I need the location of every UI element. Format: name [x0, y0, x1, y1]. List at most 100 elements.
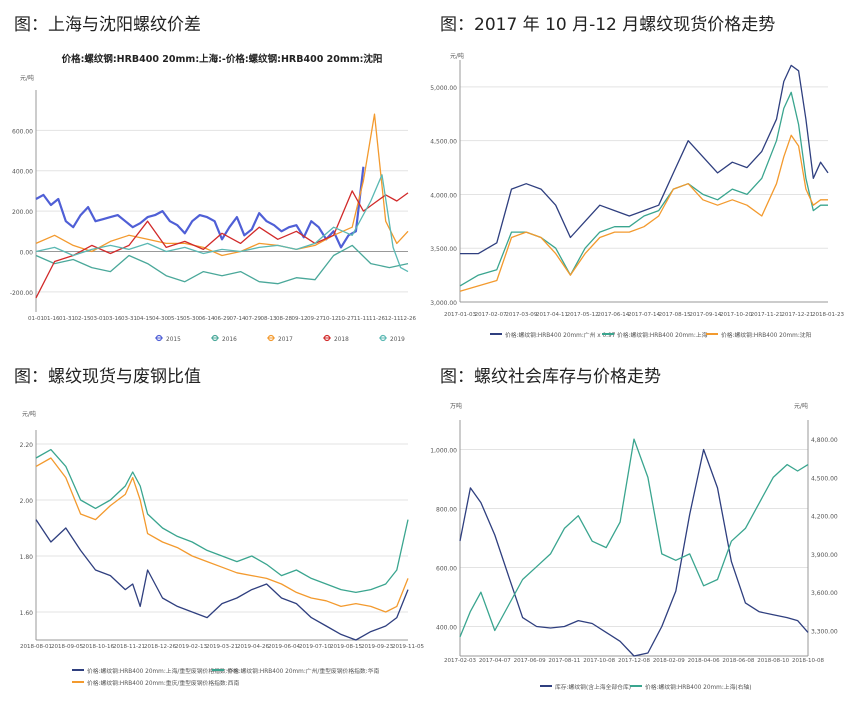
panel4-legend-label: 库存:螺纹钢(含上海全部仓库) — [555, 683, 631, 691]
panel1-chart-title: 价格:螺纹钢:HRB400 20mm:上海:-价格:螺纹钢:HRB400 20m… — [62, 53, 383, 65]
panel3-legend-label: 价格:螺纹钢:HRB400 20mm:重庆/重型废钢价格指数:西南 — [87, 679, 239, 687]
panel4-xtick-label: 2018-04-06 — [688, 658, 720, 664]
panel1-xtick-label: 09-12 — [292, 316, 308, 322]
panel3-unit-label: 元/吨 — [22, 410, 36, 418]
panel1-xtick-label: 05-15 — [168, 316, 184, 322]
panel1-ytick-label: 600.00 — [12, 128, 33, 135]
panel1-xtick-label: 03-31 — [121, 316, 137, 322]
panel2-xtick-label: 2017-03-09 — [505, 312, 537, 318]
panel1-xtick-label: 01-31 — [59, 316, 75, 322]
panel1-xtick-label: 03-16 — [106, 316, 122, 322]
panel4-xtick-label: 2018-10-08 — [792, 658, 824, 664]
panel4-xtick-label: 2017-08-11 — [548, 658, 580, 664]
panel4-xtick-label: 2017-12-08 — [618, 658, 650, 664]
panel2-ytick-label: 4,500.00 — [430, 139, 457, 146]
panel1-xtick-label: 12-11 — [385, 316, 401, 322]
panel4-xtick-label: 2017-10-08 — [583, 658, 615, 664]
panel1-ytick-label: 400.00 — [12, 169, 33, 176]
panel4-xtick-label: 2018-06-08 — [722, 658, 754, 664]
panel1-xtick-label: 12-26 — [400, 316, 416, 322]
panel4-unit-label-right: 元/吨 — [794, 402, 808, 410]
panel4-xtick-label: 2018-08-10 — [757, 658, 789, 664]
panel3-series-line-3 — [35, 457, 409, 613]
panel3-xtick-label: 2018-08-01 — [20, 644, 52, 650]
panel1-ytick-label: 200.00 — [12, 209, 33, 216]
panel4-xtick-label: 2017-06-09 — [514, 658, 546, 664]
heading-panel-2: 图：2017 年 10 月-12 月螺纹现货价格走势 — [440, 15, 776, 35]
panel3-xtick-label: 2019-03-21 — [206, 644, 238, 650]
panel1-xtick-label: 08-28 — [276, 316, 292, 322]
panel1-xtick-label: 04-15 — [137, 316, 153, 322]
panel2-xtick-label: 2017-07-14 — [628, 312, 660, 318]
heading-panel-3: 图：螺纹现货与废钢比值 — [14, 367, 201, 387]
panel2-legend-label: 价格:螺纹钢:HRB400 20mm:广州 x 0.97 — [505, 331, 616, 339]
panel1-legend-label: 2016 — [222, 337, 237, 343]
panel2-series-line-3 — [459, 134, 828, 292]
panel1-xtick-label: 08-13 — [261, 316, 277, 322]
panel2-ytick-label: 3,000.00 — [430, 300, 457, 307]
panel2-legend-label: 价格:螺纹钢:HRB400 20mm:上海 — [617, 331, 708, 339]
panel3-xtick-label: 2019-09-23 — [361, 644, 393, 650]
panel4-ytick-label-right: 3,300.00 — [811, 628, 838, 635]
panel1-xtick-label: 05-30 — [183, 316, 199, 322]
panel3-xtick-label: 2019-06-04 — [268, 644, 300, 650]
panel4-series-line-2 — [459, 438, 809, 638]
panel2-xtick-label: 2017-11-21 — [751, 312, 783, 318]
panel3-xtick-label: 2018-09-05 — [51, 644, 83, 650]
panel4-series-line-1 — [459, 448, 809, 657]
panel4-legend-label: 价格:螺纹钢:HRB400 20mm:上海(右轴) — [645, 683, 752, 691]
panel3-legend-label: 价格:螺纹钢:HRB400 20mm:上海/重型废钢价格指数:华东 — [87, 667, 239, 675]
panel2-unit-label: 元/吨 — [450, 52, 464, 60]
panel1-xtick-label: 07-29 — [245, 316, 261, 322]
panel1-xtick-label: 04-30 — [152, 316, 168, 322]
panel1-xtick-label: 03-01 — [90, 316, 106, 322]
panel4-ytick-label-right: 4,200.00 — [811, 514, 838, 521]
panel2-xtick-label: 2017-08-15 — [659, 312, 691, 318]
panel1-xtick-label: 10-27 — [338, 316, 354, 322]
panel1-xtick-label: 10-12 — [323, 316, 339, 322]
heading-panel-1: 图：上海与沈阳螺纹价差 — [14, 15, 201, 35]
panel2-series-line-1 — [460, 64, 829, 255]
panel4-ytick-label-right: 4,800.00 — [811, 437, 838, 444]
panel2-xtick-label: 2017-06-14 — [597, 312, 629, 318]
panel3-legend-label: 价格:螺纹钢:HRB400 20mm:广州/重型废钢价格指数:华南 — [227, 667, 379, 675]
panel1-series-line-2 — [35, 244, 409, 285]
panel1-series-line-4 — [35, 190, 409, 299]
panel3-series-line-2 — [35, 448, 409, 594]
panel4-ytick-label: 800.00 — [436, 507, 457, 514]
panel1-unit-label: 元/吨 — [20, 74, 34, 82]
panel4-xtick-label: 2017-04-07 — [479, 658, 511, 664]
panel1-xtick-label: 02-15 — [75, 316, 91, 322]
panel2-xtick-label: 2017-02-07 — [475, 312, 507, 318]
panel2-series-line-2 — [459, 91, 828, 287]
panel2-xtick-label: 2017-04-11 — [536, 312, 568, 318]
panel3-xtick-label: 2018-12-26 — [144, 644, 176, 650]
panel3-xtick-label: 2018-11-21 — [113, 644, 145, 650]
panel4-ytick-label-right: 3,600.00 — [811, 590, 838, 597]
panel1-xtick-label: 01-01 — [28, 316, 44, 322]
panel3-xtick-label: 2019-08-15 — [330, 644, 362, 650]
panel1-xtick-label: 09-27 — [307, 316, 323, 322]
panel1-legend-label: 2019 — [390, 337, 405, 343]
panel1-xtick-label: 01-16 — [44, 316, 60, 322]
panel2-ytick-label: 3,500.00 — [430, 246, 457, 253]
panel3-xtick-label: 2019-04-26 — [237, 644, 269, 650]
panel1-xtick-label: 06-29 — [214, 316, 230, 322]
panel2-xtick-label: 2017-09-14 — [689, 312, 721, 318]
panel1-series-line-1 — [35, 166, 365, 249]
panel2-xtick-label: 2017-10-20 — [720, 312, 752, 318]
panel2-xtick-label: 2018-01-23 — [812, 312, 844, 318]
panel2-ytick-label: 4,000.00 — [430, 192, 457, 199]
panel2-ytick-label: 5,000.00 — [430, 85, 457, 92]
panel2-legend-label: 价格:螺纹钢:HRB400 20mm:沈阳 — [721, 331, 812, 339]
panel2-xtick-label: 2017-05-12 — [567, 312, 599, 318]
panel1-legend-label: 2018 — [334, 337, 349, 343]
panel3-ytick-label: 2.00 — [20, 498, 34, 505]
panel4-ytick-label-right: 3,900.00 — [811, 552, 838, 559]
panel1-series-line-5 — [35, 174, 409, 273]
panel3-series-line-1 — [35, 519, 409, 641]
panel4-xtick-label: 2018-02-09 — [653, 658, 685, 664]
panel1-xtick-label: 11-11 — [354, 316, 370, 322]
panel1-xtick-label: 11-26 — [369, 316, 385, 322]
